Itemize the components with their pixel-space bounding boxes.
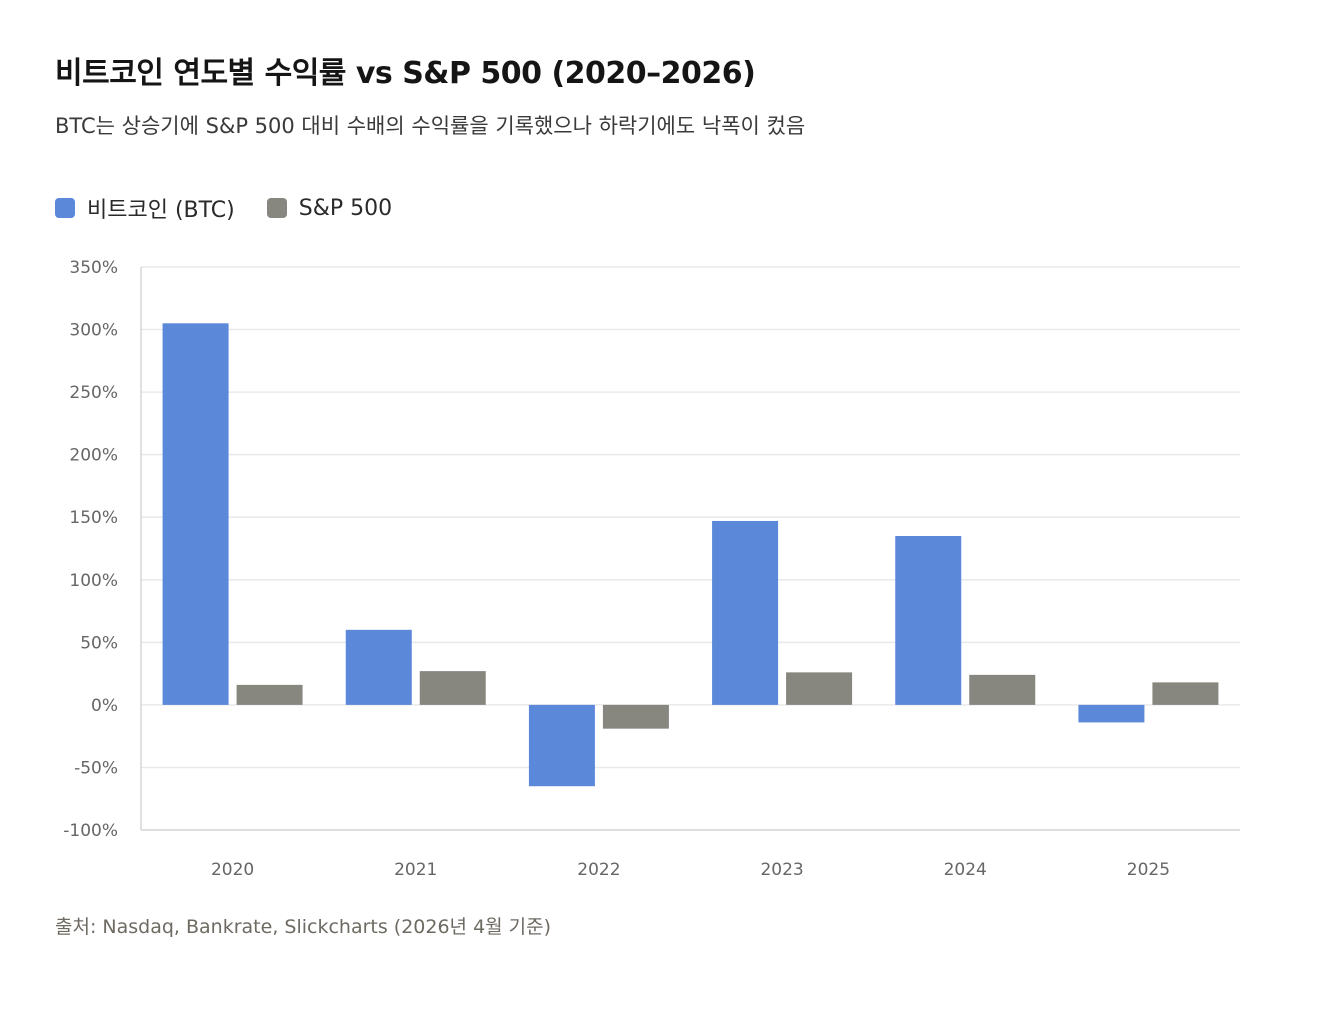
bar-btc [528, 704, 595, 787]
bar-btc [895, 535, 962, 705]
chart-title: 비트코인 연도별 수익률 vs S&P 500 (2020–2026) [55, 56, 756, 91]
bar-btc [345, 629, 412, 705]
bar-btc [162, 323, 229, 705]
legend-label-sp500: S&P 500 [298, 195, 393, 221]
bar-sp500 [602, 704, 669, 729]
x-tick-label: 2020 [211, 860, 254, 880]
legend-item-btc: 비트코인 (BTC) [55, 192, 235, 224]
chart-subtitle: BTC는 상승기에 S&P 500 대비 수배의 수익률을 기록했으나 하락기에… [55, 114, 806, 138]
legend-swatch-sp500 [266, 198, 287, 218]
bar-btc [712, 520, 779, 705]
source-note: 출처: Nasdaq, Bankrate, Slickcharts (2026년… [55, 916, 552, 938]
y-tick-label: 250% [69, 383, 118, 403]
x-tick-label: 2023 [760, 860, 803, 880]
x-tick-label: 2024 [944, 860, 987, 880]
y-tick-label: 150% [69, 508, 118, 528]
y-tick-label: -100% [63, 821, 118, 841]
x-tick-label: 2021 [394, 860, 437, 880]
legend-swatch-btc [55, 198, 75, 218]
y-tick-label: 300% [69, 321, 118, 341]
bar-sp500 [1152, 682, 1219, 705]
y-tick-label: 200% [69, 446, 118, 466]
y-tick-label: 350% [69, 258, 118, 278]
bar-sp500 [236, 684, 303, 705]
x-tick-label: 2025 [1127, 860, 1170, 880]
bar-sp500 [419, 671, 486, 705]
y-tick-label: 0% [91, 696, 118, 716]
legend: 비트코인 (BTC) S&P 500 [55, 192, 392, 224]
bar-btc [1078, 704, 1145, 723]
y-tick-label: 50% [80, 633, 118, 653]
bar-sp500 [786, 672, 853, 705]
legend-item-sp500: S&P 500 [266, 192, 393, 224]
bar-sp500 [969, 674, 1036, 705]
legend-label-btc: 비트코인 (BTC) [87, 198, 235, 223]
y-tick-label: -50% [74, 758, 118, 778]
y-tick-label: 100% [69, 571, 118, 591]
x-tick-label: 2022 [577, 860, 620, 880]
